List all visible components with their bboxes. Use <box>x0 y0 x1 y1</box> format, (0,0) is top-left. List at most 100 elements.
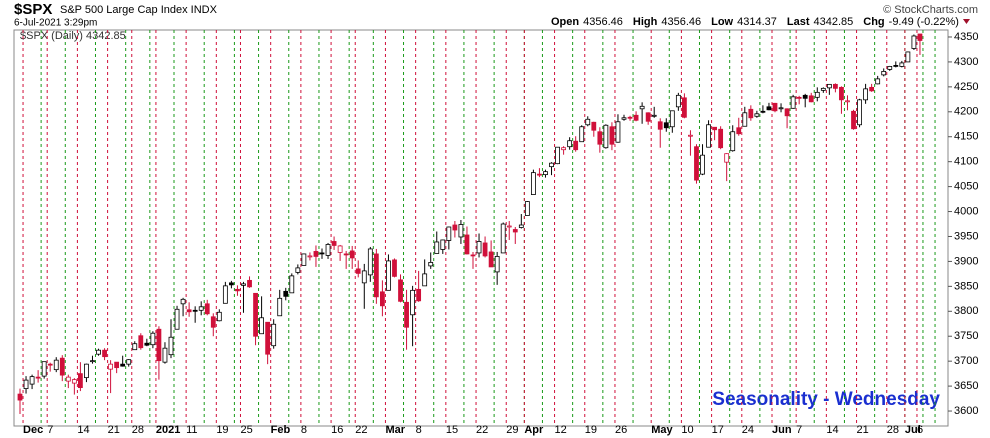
candle-body <box>295 267 301 273</box>
candle-body <box>253 292 258 337</box>
change-arrow <box>962 19 970 24</box>
quote-label: Low <box>711 16 733 28</box>
candle-body <box>597 131 603 145</box>
x-tick-label: 28 <box>887 424 899 436</box>
candle-body <box>59 357 65 376</box>
candle-body <box>204 303 210 315</box>
candle-body <box>833 83 838 89</box>
candle-body <box>156 328 162 362</box>
x-tick-label: 12 <box>555 424 567 436</box>
candle-body <box>839 86 844 101</box>
candle-body <box>337 245 343 253</box>
candle-body <box>78 373 83 388</box>
candle-body <box>917 33 923 41</box>
candle-body <box>736 127 742 135</box>
candle-body <box>17 393 23 401</box>
candle-body <box>524 201 530 216</box>
candle-body <box>53 359 59 371</box>
candle-body <box>796 96 802 99</box>
candle-body <box>331 241 337 246</box>
candle-body <box>814 91 820 98</box>
candle-body <box>108 363 113 370</box>
legend: $SPX (Daily) 4342.85 <box>20 30 126 42</box>
candle-body <box>808 95 814 103</box>
x-tick-label: Mar <box>385 424 405 436</box>
candle-body <box>222 285 228 304</box>
candle-body <box>452 224 458 231</box>
x-tick-label: Dec <box>23 424 43 436</box>
candle-body <box>349 250 355 259</box>
candle-body <box>283 290 289 297</box>
x-tick-label: 21 <box>108 424 120 436</box>
y-tick-label: 3900 <box>954 255 978 267</box>
candle-body <box>168 336 174 356</box>
candle-body <box>766 106 772 111</box>
candle-body <box>694 146 699 181</box>
candle-body <box>90 360 95 363</box>
y-tick-label: 3850 <box>954 280 978 292</box>
candle-body <box>198 306 204 311</box>
candle-body <box>531 172 536 195</box>
candle-body <box>730 131 736 152</box>
x-tick-label: 25 <box>240 424 252 436</box>
x-tick-label: 7 <box>47 424 53 436</box>
candle-body <box>585 118 591 126</box>
candle-body <box>627 116 633 119</box>
candle-body <box>120 363 126 367</box>
x-tick-label: 22 <box>476 424 488 436</box>
candle-body <box>760 110 766 113</box>
quote-value: 4314.37 <box>737 16 777 28</box>
candle-body <box>355 268 361 274</box>
candle-body <box>29 376 35 385</box>
y-tick-label: 4000 <box>954 205 978 217</box>
x-tick-label: 14 <box>77 424 89 436</box>
candle-body <box>881 70 887 76</box>
quote-value: 4356.46 <box>661 16 701 28</box>
y-tick-label: 3950 <box>954 230 978 242</box>
candle-body <box>621 117 627 120</box>
candle-body <box>301 253 307 266</box>
candle-body <box>361 270 367 284</box>
candle-body <box>102 349 107 358</box>
y-tick-label: 3800 <box>954 305 978 317</box>
candle-body <box>132 343 138 351</box>
quote-value: -9.49 (-0.22%) <box>889 16 959 28</box>
candle-body <box>657 121 663 130</box>
quote-label: Open <box>551 16 579 28</box>
candle-body <box>784 108 790 117</box>
x-tick-label: Apr <box>524 424 544 436</box>
quote-label: Chg <box>863 16 884 28</box>
x-tick-label: 16 <box>331 424 343 436</box>
candle-body <box>675 94 681 108</box>
quote-value: 4356.46 <box>583 16 623 28</box>
y-tick-label: 3750 <box>954 330 978 342</box>
quote-value: 4342.85 <box>814 16 854 28</box>
candle-body <box>235 288 240 292</box>
candle-body <box>404 301 409 328</box>
candle-body <box>820 87 826 91</box>
candle-body <box>845 100 850 103</box>
source: © StockCharts.com <box>883 4 978 16</box>
candle-body <box>289 275 295 294</box>
candle-body <box>742 112 748 127</box>
candle-body <box>724 153 730 163</box>
candle-body <box>518 224 524 228</box>
candle-body <box>549 162 554 168</box>
candle-body <box>651 114 657 117</box>
x-tick-label: 8 <box>301 424 307 436</box>
candle-body <box>84 363 89 379</box>
y-tick-label: 4250 <box>954 81 978 93</box>
candle-body <box>826 83 832 89</box>
x-tick-label: 19 <box>585 424 597 436</box>
candle-body <box>851 110 856 130</box>
candle-body <box>537 173 542 176</box>
x-tick-label: Jun <box>772 424 792 436</box>
candle-body <box>41 361 47 377</box>
quote-label: Last <box>787 16 810 28</box>
x-tick-label: 8 <box>416 424 422 436</box>
candle-body <box>265 321 271 355</box>
candle-body <box>428 262 434 267</box>
candle-body <box>500 223 506 254</box>
